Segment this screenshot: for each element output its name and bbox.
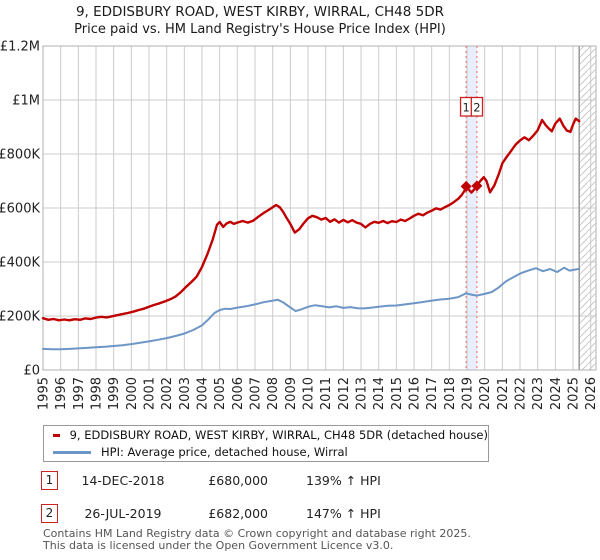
x-tick-label: 2013 [355, 377, 370, 410]
legend-row-property: 9, EDDISBURY ROAD, WEST KIRBY, WIRRAL, C… [53, 428, 488, 443]
x-tick-label: 2000 [125, 377, 140, 410]
x-tick-label: 2024 [549, 377, 564, 410]
transaction-row-1: 1 14-DEC-2018 £680,000 139% ↑ HPI [0, 471, 600, 493]
legend-row-hpi: HPI: Average price, detached house, Wirr… [53, 445, 488, 460]
x-tick-label: 2020 [478, 377, 493, 410]
x-tick-label: 2021 [496, 377, 511, 410]
legend: 9, EDDISBURY ROAD, WEST KIRBY, WIRRAL, C… [43, 425, 489, 462]
y-tick-label: £800K [0, 148, 40, 163]
y-tick-label: £1.2M [0, 40, 40, 55]
x-tick-label: 1998 [90, 377, 105, 410]
x-tick-label: 2008 [266, 377, 281, 410]
series-line-property [41, 117, 581, 322]
x-tick-label: 2007 [249, 377, 264, 410]
y-tick-label: £200K [0, 310, 40, 325]
transaction-hpi-change: 147% ↑ HPI [306, 506, 381, 521]
plot-border [42, 45, 597, 371]
x-tick-label: 2023 [531, 377, 546, 410]
transaction-number-badge: 2 [41, 504, 58, 523]
x-tick-label: 2009 [284, 377, 299, 410]
legend-line-swatch [53, 433, 60, 437]
x-tick-label: 2006 [231, 377, 246, 410]
transaction-date: 14-DEC-2018 [81, 473, 165, 488]
y-tick-label: £400K [0, 256, 40, 271]
transaction-date: 26-JUL-2019 [84, 506, 162, 521]
legend-label: HPI: Average price, detached house, Wirr… [101, 445, 348, 459]
transaction-price: £680,000 [208, 473, 268, 488]
footer-line-1: Contains HM Land Registry data © Crown c… [43, 527, 471, 540]
transaction-number-badge: 1 [41, 471, 58, 490]
x-tick-label: 2004 [196, 377, 211, 410]
transaction-hpi-change: 139% ↑ HPI [306, 473, 381, 488]
x-tick-label: 2014 [372, 377, 387, 410]
page-subtitle: Price paid vs. HM Land Registry's House … [74, 22, 446, 37]
title-block: 9, EDDISBURY ROAD, WEST KIRBY, WIRRAL, C… [0, 3, 520, 39]
x-tick-label: 1996 [54, 377, 69, 410]
x-tick-label: 2012 [337, 377, 352, 410]
x-tick-label: 1999 [107, 377, 122, 410]
gridlines [42, 45, 596, 371]
annotation-cell-2 [470, 96, 484, 117]
x-tick-label: 2025 [567, 377, 582, 410]
x-tick-label: 2022 [514, 377, 529, 410]
x-tick-label: 2011 [319, 377, 334, 410]
x-tick-label: 2017 [425, 377, 440, 410]
x-tick-label: 2018 [443, 377, 458, 410]
future-hatch-region [579, 46, 596, 370]
x-tick-label: 1997 [72, 377, 87, 410]
sale-marker-2 [471, 180, 483, 192]
transaction-row-2: 2 26-JUL-2019 £682,000 147% ↑ HPI [0, 504, 600, 526]
y-tick-label: £1M [12, 94, 40, 109]
y-tick-label: £0 [23, 364, 40, 379]
transaction-price: £682,000 [208, 506, 268, 521]
x-tick-label: 2002 [160, 377, 175, 410]
footer: Contains HM Land Registry data © Crown c… [43, 528, 471, 551]
y-axis-labels: £0 £200K £400K £600K £800K £1M £1.2M [0, 40, 40, 379]
x-tick-label: 2019 [461, 377, 476, 410]
x-tick-label: 2003 [178, 377, 193, 410]
series-line-hpi [42, 266, 581, 351]
x-tick-label: 2001 [143, 377, 158, 410]
footer-line-2: This data is licensed under the Open Gov… [43, 538, 394, 552]
y-tick-label: £600K [0, 202, 40, 217]
x-tick-label: 2016 [408, 377, 423, 410]
annotation-number: 1 [462, 101, 469, 115]
annotation-number: 2 [473, 101, 480, 115]
x-tick-label: 2005 [213, 377, 228, 410]
legend-line-swatch [53, 450, 91, 454]
x-tick-label: 2010 [302, 377, 317, 410]
x-tick-label: 1995 [37, 377, 52, 410]
page-title: 9, EDDISBURY ROAD, WEST KIRBY, WIRRAL, C… [75, 4, 445, 20]
sale-marker-1 [460, 180, 472, 192]
x-axis-labels: 1995 1996 1997 1998 1999 2000 2001 2002 2003 2004… [37, 377, 600, 410]
x-tick-label: 2015 [390, 377, 405, 410]
legend-label: 9, EDDISBURY ROAD, WEST KIRBY, WIRRAL, C… [69, 428, 488, 442]
x-tick-label: 2026 [584, 377, 599, 410]
